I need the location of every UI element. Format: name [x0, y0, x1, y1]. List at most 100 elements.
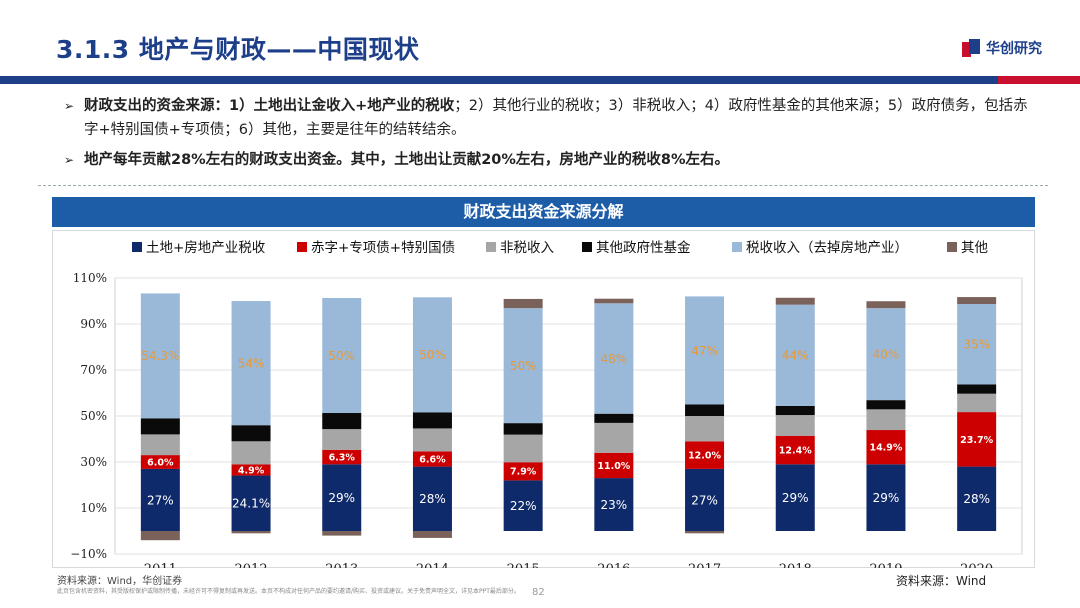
data-label-tax: 50% [328, 349, 355, 363]
bar-segment-tax [957, 303, 997, 385]
bar-segment-land [775, 464, 815, 531]
bar-segment-govfund [231, 425, 271, 442]
bar-segment-nontax [322, 429, 362, 450]
bar-segment-nontax [957, 393, 997, 413]
bar-segment-nontax [231, 441, 271, 465]
bar-segment-tax [685, 296, 725, 405]
bullet-item: ➢ 地产每年贡献28%左右的财政支出资金。其中，土地出让贡献20%左右，房地产业的… [62, 148, 1037, 172]
bar-segment-deficit [412, 451, 452, 467]
data-label-deficit: 23.7% [960, 435, 993, 446]
bar-segment-tax [322, 298, 362, 414]
data-label-deficit: 14.9% [869, 443, 902, 454]
bar-segment-other [503, 298, 543, 309]
bar-segment-land [140, 468, 180, 531]
brand-logo: 华创研究 [962, 38, 1042, 58]
header-bar-accent [998, 76, 1080, 84]
legend-label: 赤字+专项债+特别国债 [311, 240, 455, 256]
bullet-item: ➢ 财政支出的资金来源：1）土地出让金收入+地产业的税收；2）其他行业的税收；3）… [62, 94, 1037, 142]
bar-segment-deficit [140, 455, 180, 469]
bullet-list: ➢ 财政支出的资金来源：1）土地出让金收入+地产业的税收；2）其他行业的税收；3）… [62, 94, 1037, 178]
data-label-deficit: 6.3% [329, 452, 356, 463]
x-tick-label: 2014 [416, 562, 449, 568]
bullet-lead: 地产每年贡献28%左右的财政支出资金。其中，土地出让贡献20%左右，房地产业的税… [84, 152, 730, 168]
x-tick-label: 2017 [688, 562, 721, 568]
bar-segment-land [594, 478, 634, 531]
bar-segment-tax [231, 301, 271, 426]
bar-segment-deficit [866, 430, 906, 465]
x-tick-label: 2016 [597, 562, 630, 568]
bar-segment-deficit [957, 412, 997, 467]
bullet-arrow-icon: ➢ [64, 153, 75, 167]
data-label-tax: 40% [873, 347, 900, 361]
bar-segment-govfund [957, 384, 997, 394]
y-tick-label: 30% [80, 455, 107, 469]
data-label-tax: 50% [510, 359, 537, 373]
legend-swatch [297, 242, 307, 252]
bar-segment-deficit [322, 449, 362, 465]
legend-label: 非税收入 [500, 240, 554, 256]
bar-segment-other [140, 531, 180, 541]
bar-segment-land [957, 466, 997, 531]
data-label-land: 29% [873, 491, 900, 505]
bar-segment-other [957, 297, 997, 304]
legend-label: 税收收入（去掉房地产业） [746, 240, 908, 256]
bar-segment-nontax [594, 422, 634, 453]
bar-segment-deficit [594, 452, 634, 479]
data-label-tax: 50% [419, 348, 446, 362]
data-label-deficit: 11.0% [597, 461, 630, 472]
data-label-land: 28% [419, 492, 446, 506]
bar-segment-nontax [685, 416, 725, 442]
header-bar [0, 76, 1080, 84]
disclaimer-text: 此页包含机密资料，其受版权保护或限制传播，未经许可不得复制或再发送。本页不构成对… [57, 588, 520, 595]
bar-segment-govfund [594, 413, 634, 423]
bullet-arrow-icon: ➢ [64, 99, 75, 113]
bar-segment-other [322, 531, 362, 536]
bar-segment-tax [412, 297, 452, 413]
data-label-tax: 35% [963, 338, 990, 352]
bar-segment-deficit [231, 464, 271, 476]
bar-segment-nontax [866, 409, 906, 431]
data-label-land: 29% [782, 491, 809, 505]
x-tick-label: 2018 [779, 562, 812, 568]
chart-source: 资料来源：Wind [896, 574, 987, 588]
bar-segment-govfund [503, 423, 543, 435]
legend-swatch [486, 242, 496, 252]
x-tick-label: 2020 [960, 562, 993, 568]
data-label-land: 22% [510, 499, 537, 513]
bar-segment-land [231, 475, 271, 531]
bar-segment-nontax [503, 434, 543, 463]
data-label-tax: 54% [238, 356, 265, 370]
legend-label: 其他 [961, 240, 988, 256]
bar-segment-land [503, 480, 543, 531]
bar-segment-tax [503, 308, 543, 424]
bar-segment-nontax [412, 428, 452, 452]
bar-segment-tax [140, 293, 180, 419]
legend-swatch [947, 242, 957, 252]
legend-swatch [582, 242, 592, 252]
bullet-lead: 财政支出的资金来源：1）土地出让金收入+地产业的税收 [84, 98, 455, 114]
data-label-tax: 44% [782, 349, 809, 363]
bar-segment-land [322, 464, 362, 531]
y-tick-label: 10% [80, 501, 107, 515]
data-label-land: 28% [963, 492, 990, 506]
bar-segment-other [685, 531, 725, 534]
bar-segment-other [866, 301, 906, 309]
bar-segment-deficit [685, 441, 725, 469]
data-label-land: 23% [601, 498, 628, 512]
bar-segment-deficit [775, 435, 815, 465]
data-label-land: 24.1% [232, 497, 270, 511]
data-label-tax: 47% [691, 344, 718, 358]
legend-label: 其他政府性基金 [596, 239, 691, 256]
legend-label: 土地+房地产业税收 [146, 240, 266, 256]
y-tick-label: 110% [73, 271, 107, 285]
data-label-land: 27% [147, 493, 174, 507]
x-tick-label: 2015 [507, 562, 540, 568]
bar-segment-govfund [685, 404, 725, 416]
y-tick-label: 90% [80, 317, 107, 331]
legend-swatch [732, 242, 742, 252]
data-label-deficit: 12.4% [779, 445, 812, 456]
data-label-tax: 48% [601, 352, 628, 366]
logo-mark-icon [962, 39, 980, 57]
bar-segment-land [412, 466, 452, 531]
bullet-rest: ；2）其他行业的税收；3）非税收入；4）政府性基金的其他来源；5）政府债务，包括… [84, 98, 1028, 138]
